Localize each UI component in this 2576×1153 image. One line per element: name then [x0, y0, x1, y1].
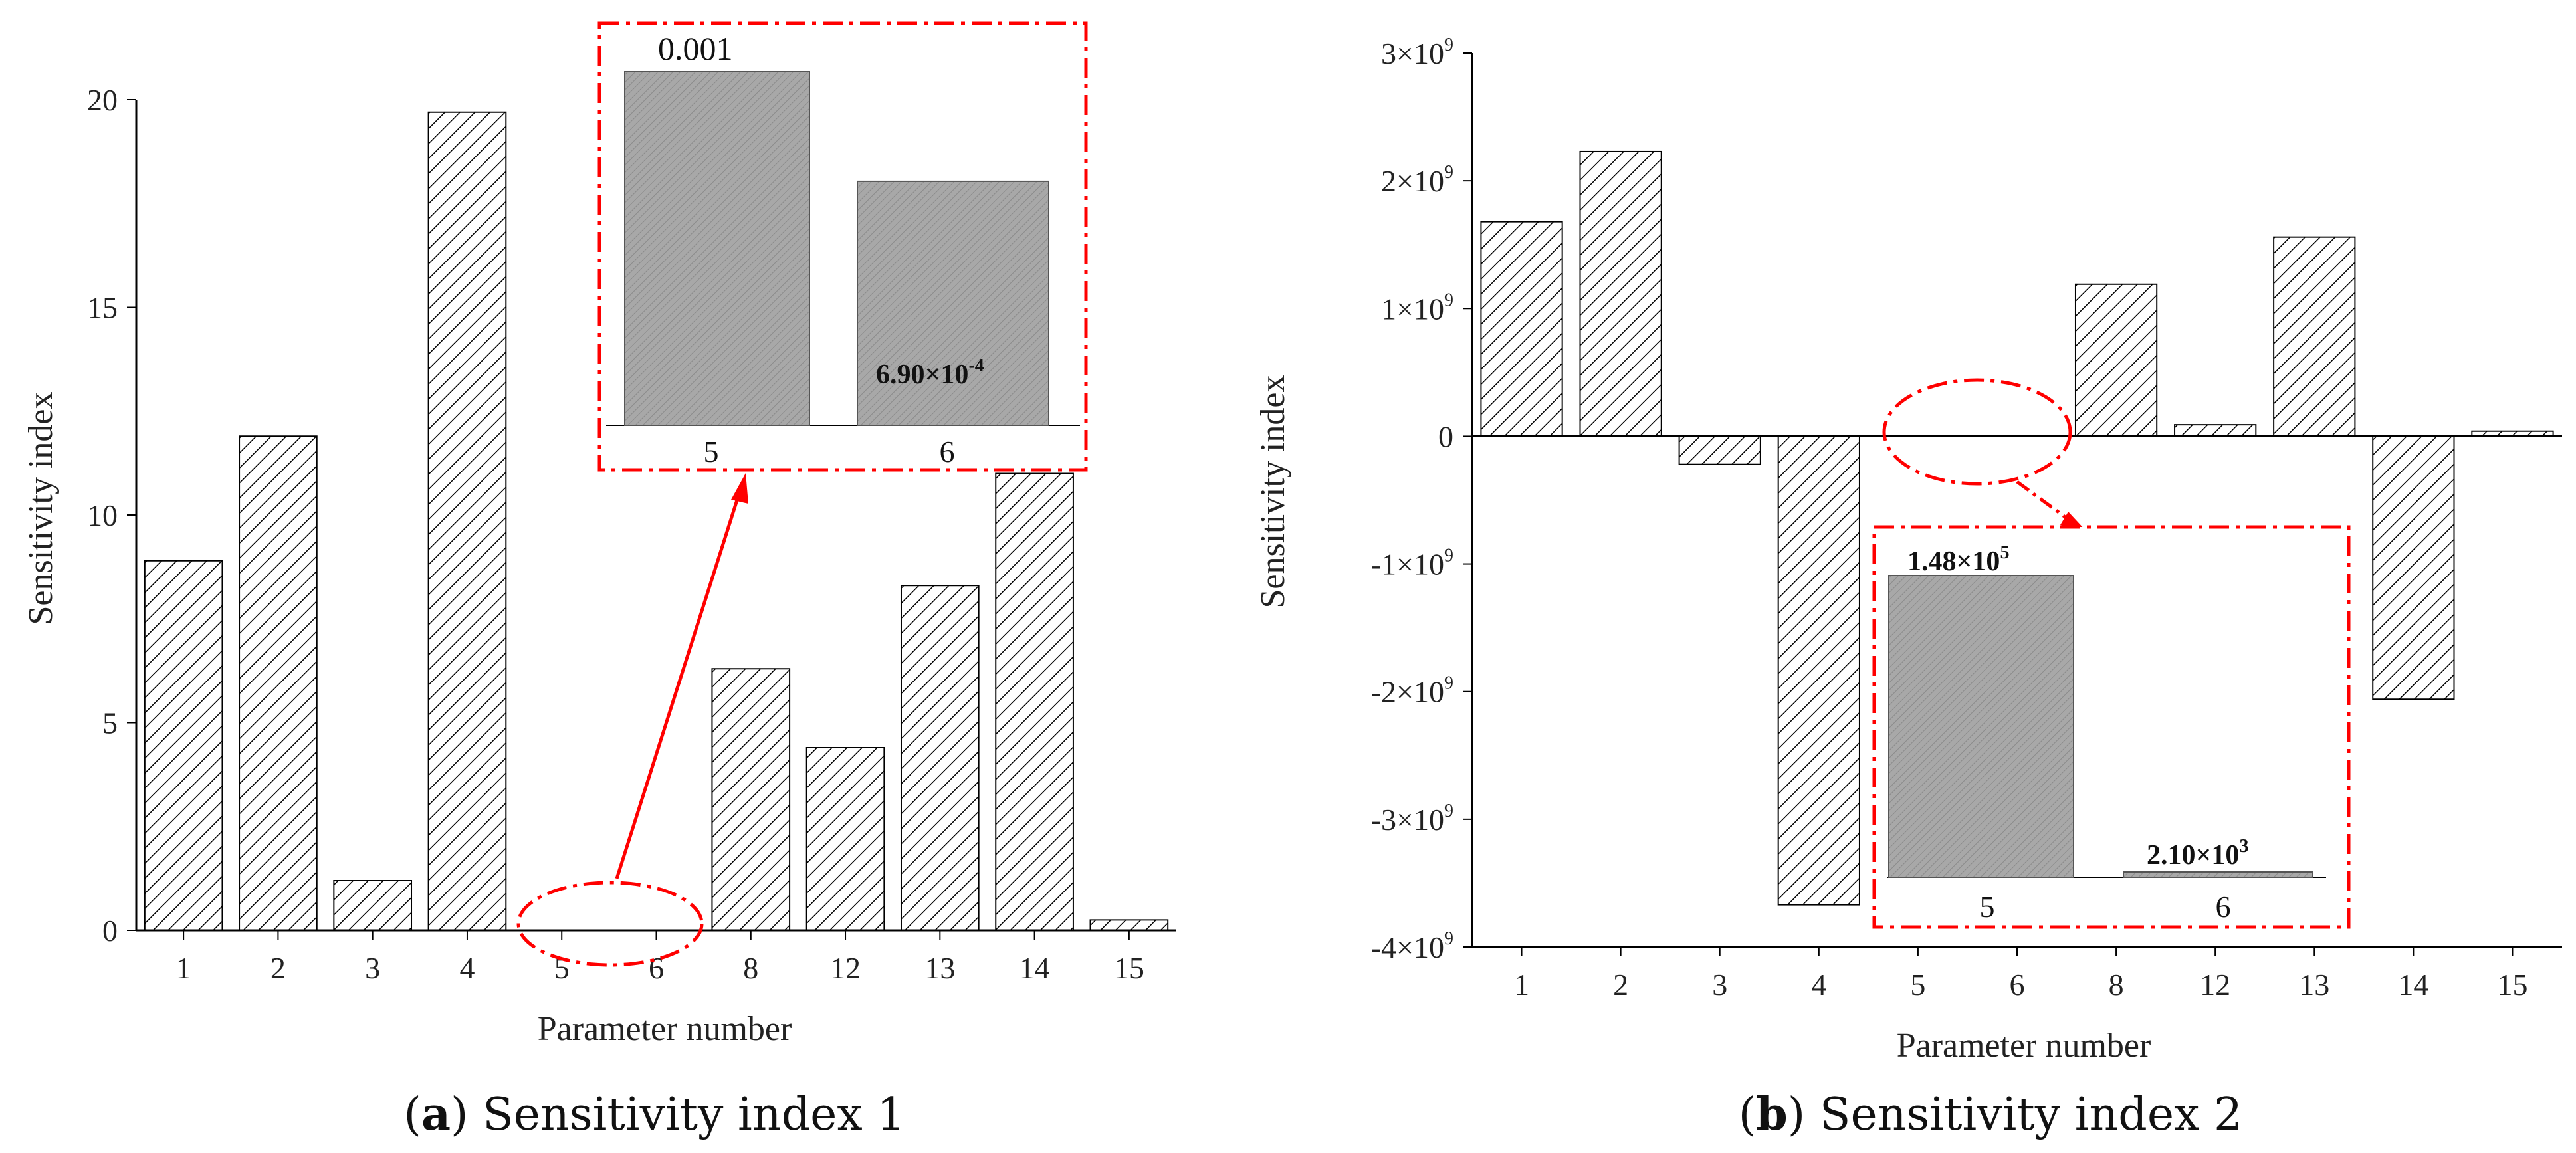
x-tick-label: 2: [1613, 968, 1628, 1001]
x-tick-label: 12: [2200, 968, 2230, 1001]
bar: [2273, 236, 2356, 437]
x-tick-label: 1: [1514, 968, 1529, 1001]
inset-value-label: 2.10×103: [2147, 836, 2248, 871]
inset-value-label: 0.001: [658, 30, 733, 67]
bar: [711, 668, 791, 931]
bar-series: [144, 111, 1169, 932]
zoom-arrow: [2016, 480, 2068, 520]
inset-tick-label: 6: [940, 435, 955, 469]
x-tick-label: 14: [1020, 951, 1050, 985]
x-axis-ticks: 1 2 3 4 5 6 8 12 13 14 15: [176, 930, 1144, 985]
highlight-ellipse: [516, 881, 704, 967]
y-tick-label: 3×109: [1381, 35, 1453, 70]
y-tick-label: -3×109: [1371, 801, 1453, 837]
bar: [900, 585, 980, 931]
inset-bars: [1888, 575, 2313, 878]
bar: [995, 472, 1074, 931]
bar: [239, 435, 318, 931]
x-tick-label: 15: [2497, 968, 2527, 1001]
x-tick-label: 8: [2109, 968, 2124, 1001]
bar: [1678, 435, 1761, 465]
zoom-inset: 0.001 6.90×10-4 5 6: [597, 21, 1088, 472]
y-axis-title: Sensitivity index: [1254, 375, 1292, 609]
x-axis-ticks: 1 2 3 4 5 6 8 12 13 14 15: [1514, 947, 2527, 1001]
y-tick-label: 15: [87, 291, 118, 325]
inset-tick-label: 5: [704, 435, 719, 469]
x-tick-label: 4: [1811, 968, 1826, 1001]
zoom-arrow: [615, 491, 742, 879]
x-tick-label: 3: [365, 951, 380, 985]
y-tick-label: 10: [87, 498, 118, 532]
y-tick-label: 0: [102, 914, 118, 948]
inset-bar: [2123, 871, 2313, 878]
x-axis-title: Parameter number: [538, 1010, 792, 1048]
bar: [1579, 150, 1662, 437]
highlight-ellipse: [1882, 378, 2072, 486]
zoom-inset: 1.48×105 2.10×103 5 6: [1872, 525, 2351, 929]
inset-bars: [624, 71, 1049, 426]
x-tick-label: 12: [830, 951, 861, 985]
caption-a: (a) Sensitivity index 1: [403, 1088, 905, 1141]
bar: [2372, 435, 2455, 700]
y-tick-label: -4×109: [1371, 928, 1453, 964]
inset-bar: [1888, 575, 2074, 878]
inset-value-label: 1.48×105: [1907, 542, 2009, 577]
x-tick-label: 15: [1114, 951, 1144, 985]
bar: [1777, 435, 1860, 906]
x-tick-label: 4: [459, 951, 475, 985]
y-axis-ticks: 0 5 10 15 20: [87, 83, 136, 948]
bar: [805, 747, 885, 931]
y-tick-label: 0: [1438, 419, 1453, 453]
inset-value-label: 6.90×10-4: [876, 356, 984, 390]
x-tick-label: 14: [2398, 968, 2428, 1001]
x-axis-title: Parameter number: [1897, 1027, 2151, 1065]
bar: [144, 560, 223, 931]
y-tick-label: 1×109: [1381, 290, 1453, 326]
x-tick-label: 5: [1910, 968, 1925, 1001]
caption-b: (b) Sensitivity index 2: [1739, 1088, 2243, 1141]
bar: [427, 111, 507, 931]
bar: [333, 880, 413, 931]
y-tick-label: 2×109: [1381, 162, 1453, 198]
inset-bar: [624, 71, 810, 426]
inset-bar: [857, 180, 1049, 426]
bar: [2174, 424, 2257, 437]
bar-series: [1480, 150, 2554, 906]
x-tick-label: 13: [924, 951, 955, 985]
x-tick-label: 6: [2010, 968, 2025, 1001]
bar: [2074, 283, 2158, 437]
x-tick-label: 1: [176, 951, 191, 985]
x-tick-label: 13: [2299, 968, 2329, 1001]
arrow-head: [731, 473, 748, 504]
y-tick-label: 5: [102, 706, 118, 740]
bar: [1480, 221, 1563, 437]
y-tick-label: -1×109: [1371, 546, 1453, 581]
inset-tick-label: 5: [1980, 890, 1995, 924]
y-axis-ticks: -4×109 -3×109 -2×109 -1×109 0 1×109 2×109 3×109: [1371, 35, 1472, 964]
inset-tick-label: 6: [2216, 890, 2231, 924]
y-tick-label: 20: [87, 83, 118, 117]
y-tick-label: -2×109: [1371, 673, 1453, 709]
x-tick-label: 8: [743, 951, 758, 985]
y-axis-title: Sensitivity index: [22, 392, 60, 625]
x-tick-label: 2: [270, 951, 286, 985]
x-tick-label: 6: [649, 951, 664, 985]
x-tick-label: 3: [1712, 968, 1727, 1001]
bar: [1089, 919, 1169, 931]
chart-panel-b: -4×109 -3×109 -2×109 -1×109 0 1×109 2×109 3×109…: [1254, 35, 2562, 1141]
